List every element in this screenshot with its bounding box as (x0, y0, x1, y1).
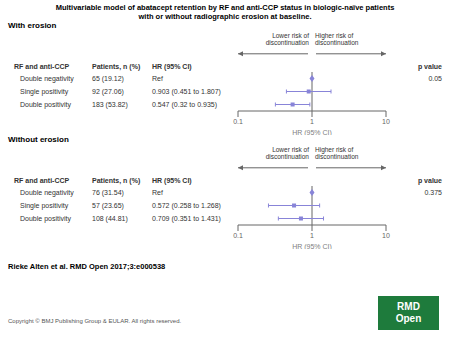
html-text:0.547 (0.32 to 0.935): 0.547 (0.32 to 0.935) (152, 100, 217, 108)
html-text:Patients, n (%): Patients, n (%) (92, 62, 141, 70)
html-text:0.709 (0.351 to 1.431): 0.709 (0.351 to 1.431) (152, 214, 221, 222)
html-text:Without erosion: Without erosion (8, 135, 69, 144)
html-text:57 (23.65): 57 (23.65) (92, 201, 124, 209)
svg-text:10: 10 (382, 118, 390, 125)
svg-text:10: 10 (382, 232, 390, 239)
svg-text:discontinuation: discontinuation (315, 153, 359, 160)
html-text:RF and anti-CCP: RF and anti-CCP (14, 62, 70, 70)
html-text:Open: Open (395, 313, 422, 324)
html-text:92 (27.06): 92 (27.06) (92, 87, 124, 95)
svg-text:0.1: 0.1 (233, 118, 243, 125)
html-text:p value: p value (417, 176, 442, 184)
html-text:Single positivity: Single positivity (20, 87, 69, 95)
html-text:Single positivity: Single positivity (20, 201, 69, 209)
html-text:Double negativity: Double negativity (20, 188, 74, 196)
svg-text:0.1: 0.1 (233, 232, 243, 239)
html-text:RMD: RMD (397, 301, 420, 312)
svg-text:1: 1 (310, 232, 314, 239)
html-text:0.572 (0.258 to 1.268): 0.572 (0.258 to 1.268) (152, 201, 221, 209)
html-text:65 (19.12): 65 (19.12) (92, 74, 124, 82)
html-text:RF and anti-CCP: RF and anti-CCP (14, 176, 70, 184)
html-text:Double positivity: Double positivity (20, 214, 71, 222)
html-text:Patients, n (%): Patients, n (%) (92, 176, 141, 184)
html-text:Rieke Alten et al. RMD Open 20: Rieke Alten et al. RMD Open 2017;3:e0005… (8, 262, 166, 271)
html-text:0.903 (0.451 to 1.807): 0.903 (0.451 to 1.807) (152, 87, 221, 95)
html-text:183 (53.82): 183 (53.82) (92, 100, 128, 108)
html-text:Multivariable model of abatace: Multivariable model of abatacept retenti… (55, 3, 395, 12)
svg-text:1: 1 (310, 118, 314, 125)
svg-text:discontinuation: discontinuation (266, 39, 310, 46)
html-text:with or without radiographic e: with or without radiographic erosion at … (138, 12, 312, 21)
html-text:Double positivity: Double positivity (20, 100, 71, 108)
html-text:Ref: Ref (152, 188, 163, 196)
svg-text:discontinuation: discontinuation (315, 39, 359, 46)
html-text:Double negativity: Double negativity (20, 74, 74, 82)
html-text:With erosion: With erosion (8, 21, 57, 30)
svg-text:HR (95% CI): HR (95% CI) (292, 129, 332, 135)
html-text:Copyright © BMJ Publishing Gro: Copyright © BMJ Publishing Group & EULAR… (8, 318, 182, 324)
svg-text:discontinuation: discontinuation (266, 153, 310, 160)
html-text:76 (31.54): 76 (31.54) (92, 188, 124, 196)
html-text:Ref: Ref (152, 74, 163, 82)
html-text:0.05: 0.05 (428, 74, 442, 82)
html-text:HR (95% CI): HR (95% CI) (152, 176, 192, 184)
html-text:p value: p value (417, 62, 442, 70)
svg-text:HR (95% CI): HR (95% CI) (292, 243, 332, 249)
html-text:108 (44.81): 108 (44.81) (92, 214, 128, 222)
html-text:HR (95% CI): HR (95% CI) (152, 62, 192, 70)
html-text:0.375: 0.375 (424, 188, 442, 196)
